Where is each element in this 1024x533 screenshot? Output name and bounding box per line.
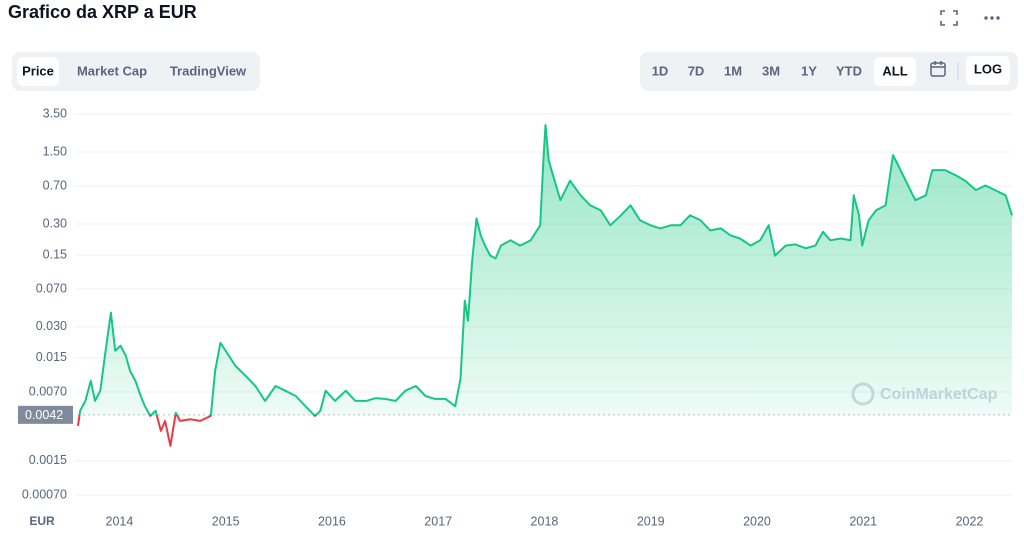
range-button[interactable]: 1D [652, 63, 669, 78]
calendar-icon[interactable] [930, 61, 946, 77]
y-tick-label: 0.030 [36, 319, 67, 333]
log-bg [966, 56, 1010, 85]
title: Grafico da XRP a EUR [8, 2, 197, 22]
baseline-label-bg [18, 405, 73, 424]
x-tick-label: 2017 [424, 514, 452, 528]
tab-selected-bg [17, 57, 59, 86]
tab-group [12, 52, 260, 91]
range-group [640, 52, 1018, 91]
price-area [79, 125, 1012, 415]
range-button[interactable]: 1Y [801, 63, 817, 78]
x-tick-label: 2015 [212, 514, 240, 528]
range-selected-bg [874, 57, 916, 86]
y-tick-label: 0.30 [43, 216, 67, 230]
x-tick-label: 2019 [637, 514, 665, 528]
x-tick-label: 2018 [531, 514, 559, 528]
y-tick-label: 0.70 [43, 178, 67, 192]
range-button[interactable]: YTD [836, 63, 862, 78]
x-tick-label: 2022 [956, 514, 984, 528]
more-icon[interactable] [984, 16, 1000, 20]
y-tick-label: 0.070 [36, 281, 67, 295]
range-button[interactable]: 3M [762, 63, 780, 78]
x-tick-label: 2020 [743, 514, 771, 528]
tab[interactable]: Price [22, 63, 54, 78]
y-tick-label: 3.50 [43, 106, 67, 120]
price-line [77, 124, 1013, 447]
y-tick-label: 0.15 [43, 247, 67, 261]
y-unit-label: EUR [29, 514, 55, 528]
y-tick-label: 0.0070 [29, 384, 67, 398]
range-button[interactable]: ALL [882, 63, 907, 78]
x-tick-label: 2016 [318, 514, 346, 528]
range-button[interactable]: 1M [724, 63, 742, 78]
tab[interactable]: TradingView [170, 63, 247, 78]
expand-icon[interactable] [940, 10, 958, 26]
y-tick-label: 1.50 [43, 144, 67, 158]
y-tick-label: 0.0015 [29, 453, 67, 467]
x-tick-label: 2021 [849, 514, 877, 528]
y-tick-label: 0.00070 [22, 487, 67, 501]
baseline-label: 0.0042 [25, 408, 63, 422]
y-tick-label: 0.015 [36, 350, 67, 364]
log-button[interactable]: LOG [974, 61, 1002, 76]
tab[interactable]: Market Cap [77, 63, 147, 78]
range-button[interactable]: 7D [688, 63, 705, 78]
x-tick-label: 2014 [106, 514, 134, 528]
